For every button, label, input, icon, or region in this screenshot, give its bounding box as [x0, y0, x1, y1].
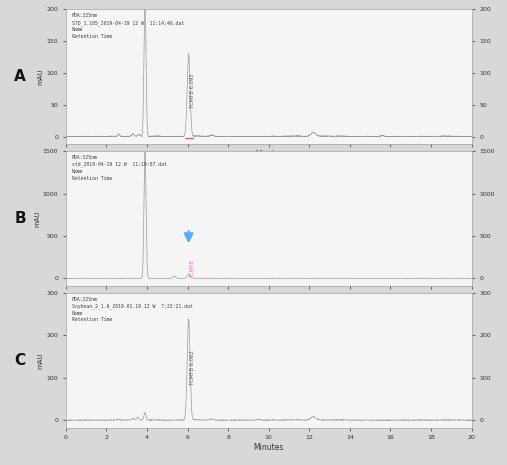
Text: C: C	[15, 353, 26, 368]
Text: Minutes: Minutes	[255, 150, 282, 156]
Text: PDA:225nm
Soybean_2_1.6_2019.01.19 12 W  7:22:21.dat
Name
Retention Time: PDA:225nm Soybean_2_1.6_2019.01.19 12 W …	[72, 297, 193, 322]
Text: PDA:325nm
STD_1.105_2019-04-19 12 W  11:14:46.dat
Name
Retention Time: PDA:325nm STD_1.105_2019-04-19 12 W 11:1…	[72, 13, 184, 39]
Y-axis label: mAU: mAU	[38, 68, 44, 85]
X-axis label: Minutes: Minutes	[254, 443, 284, 452]
Text: TCMTB: TCMTB	[190, 259, 195, 277]
Text: TCMTB 6.095: TCMTB 6.095	[190, 73, 195, 107]
Text: PDA:325nm
std_2019-04-19 12 W  11:19:07.dat
Name
Retention Time: PDA:325nm std_2019-04-19 12 W 11:19:07.d…	[72, 155, 167, 180]
Text: A: A	[14, 69, 26, 84]
Text: TCMTB 6.062: TCMTB 6.062	[190, 350, 195, 385]
Text: B: B	[15, 211, 26, 226]
Y-axis label: mAU: mAU	[34, 210, 40, 227]
Y-axis label: mAU: mAU	[38, 352, 44, 369]
